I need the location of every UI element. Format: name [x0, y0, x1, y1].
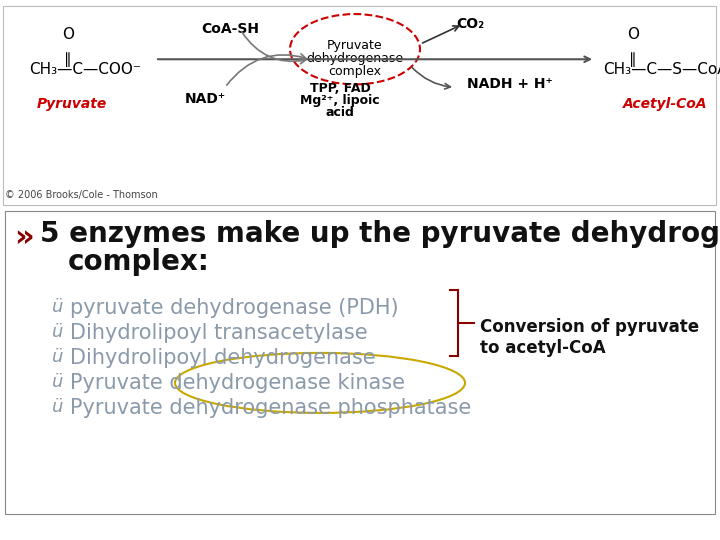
- Text: Pyruvate dehydrogenase kinase: Pyruvate dehydrogenase kinase: [70, 373, 405, 393]
- Text: TPP, FAD: TPP, FAD: [310, 83, 370, 96]
- Text: ü: ü: [52, 398, 63, 416]
- Text: ∥: ∥: [629, 52, 636, 67]
- Text: CO₂: CO₂: [456, 17, 484, 31]
- Text: pyruvate dehydrogenase (PDH): pyruvate dehydrogenase (PDH): [70, 298, 399, 318]
- Text: ü: ü: [52, 348, 63, 366]
- Text: ü: ü: [52, 298, 63, 316]
- Text: CH₃—C—COO⁻: CH₃—C—COO⁻: [29, 62, 141, 77]
- Text: Pyruvate dehydrogenase phosphatase: Pyruvate dehydrogenase phosphatase: [70, 398, 472, 418]
- Text: Pyruvate: Pyruvate: [327, 39, 383, 52]
- Text: 5 enzymes make up the pyruvate dehydrogenase: 5 enzymes make up the pyruvate dehydroge…: [40, 220, 720, 248]
- Text: Dihydrolipoyl transacetylase: Dihydrolipoyl transacetylase: [70, 323, 368, 343]
- Text: Dihydrolipoyl dehydrogenase: Dihydrolipoyl dehydrogenase: [70, 348, 376, 368]
- Text: O: O: [62, 27, 74, 42]
- Text: NAD⁺: NAD⁺: [184, 92, 225, 106]
- Text: ü: ü: [52, 373, 63, 391]
- Text: CH₃—C—S—CoA: CH₃—C—S—CoA: [603, 62, 720, 77]
- Text: Conversion of pyruvate
to acetyl-CoA: Conversion of pyruvate to acetyl-CoA: [480, 318, 699, 357]
- Text: Acetyl-CoA: Acetyl-CoA: [623, 97, 707, 111]
- Text: Pyruvate: Pyruvate: [37, 97, 107, 111]
- Text: dehydrogenase: dehydrogenase: [307, 52, 404, 65]
- Text: »: »: [14, 223, 34, 252]
- Text: complex:: complex:: [68, 248, 210, 276]
- Text: ∥: ∥: [64, 52, 72, 67]
- Text: ü: ü: [52, 323, 63, 341]
- Text: acid: acid: [325, 106, 354, 119]
- Text: complex: complex: [328, 65, 382, 78]
- Text: Mg²⁺, lipoic: Mg²⁺, lipoic: [300, 94, 380, 107]
- Text: CoA-SH: CoA-SH: [201, 22, 259, 36]
- Text: © 2006 Brooks/Cole - Thomson: © 2006 Brooks/Cole - Thomson: [5, 190, 158, 200]
- Ellipse shape: [290, 14, 420, 84]
- Text: O: O: [627, 27, 639, 42]
- Text: NADH + H⁺: NADH + H⁺: [467, 77, 553, 91]
